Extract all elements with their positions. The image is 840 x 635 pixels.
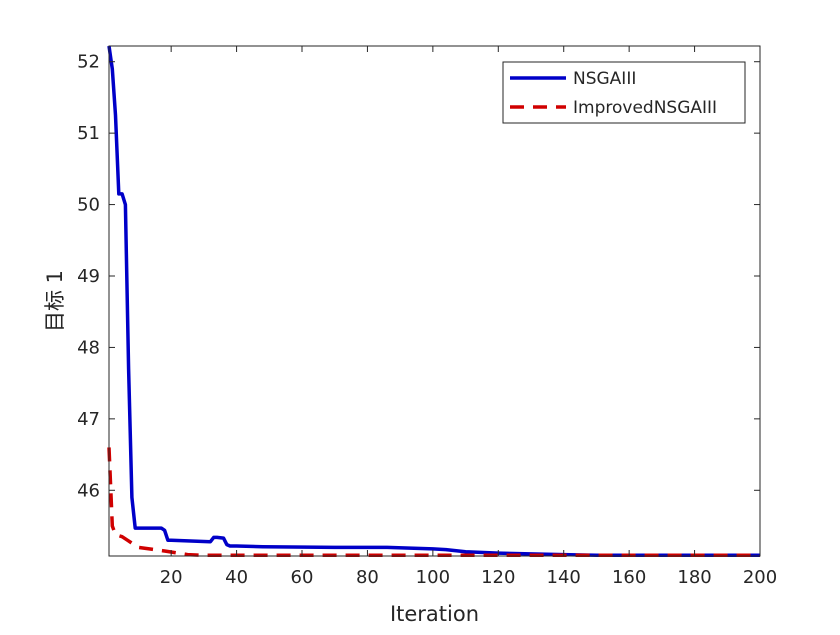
legend-label-improvednsgaiii: ImprovedNSGAIII: [573, 98, 717, 118]
series-line-nsgaiii: [107, 45, 760, 558]
x-tick-label: 180: [677, 567, 711, 588]
x-tick-label: 60: [291, 567, 314, 588]
x-tick-label: 100: [416, 567, 450, 588]
y-tick-label: 47: [77, 409, 100, 430]
x-tick-label: 140: [547, 567, 581, 588]
y-tick-label: 48: [77, 337, 100, 358]
plot-area: [109, 46, 760, 556]
y-tick-label: 50: [77, 195, 100, 216]
x-axis-title: Iteration: [390, 602, 479, 626]
x-tick-label: 160: [612, 567, 646, 588]
x-tick-label: 120: [481, 567, 515, 588]
y-tick-label: 51: [77, 123, 100, 144]
legend: NSGAIII ImprovedNSGAIII: [502, 61, 746, 124]
x-tick-label: 20: [160, 567, 183, 588]
ticks-layer: 20 40 60 80 100 120 140 160 180 200 46 47 48 49 50 51 52: [77, 46, 777, 588]
legend-label-nsgaiii: NSGAIII: [573, 69, 636, 89]
legend-box: [502, 61, 746, 124]
x-tick-label: 80: [356, 567, 379, 588]
y-tick-label: 46: [77, 480, 100, 501]
x-tick-label: 200: [743, 567, 777, 588]
y-tick-label: 52: [77, 52, 100, 73]
y-tick-label: 49: [77, 266, 100, 287]
axes-box: [108, 45, 761, 557]
y-axis-title: 目标 1: [43, 270, 67, 332]
series-line-improvednsgaiii: [107, 447, 760, 558]
x-tick-label: 40: [225, 567, 248, 588]
series-layer: [107, 45, 760, 558]
